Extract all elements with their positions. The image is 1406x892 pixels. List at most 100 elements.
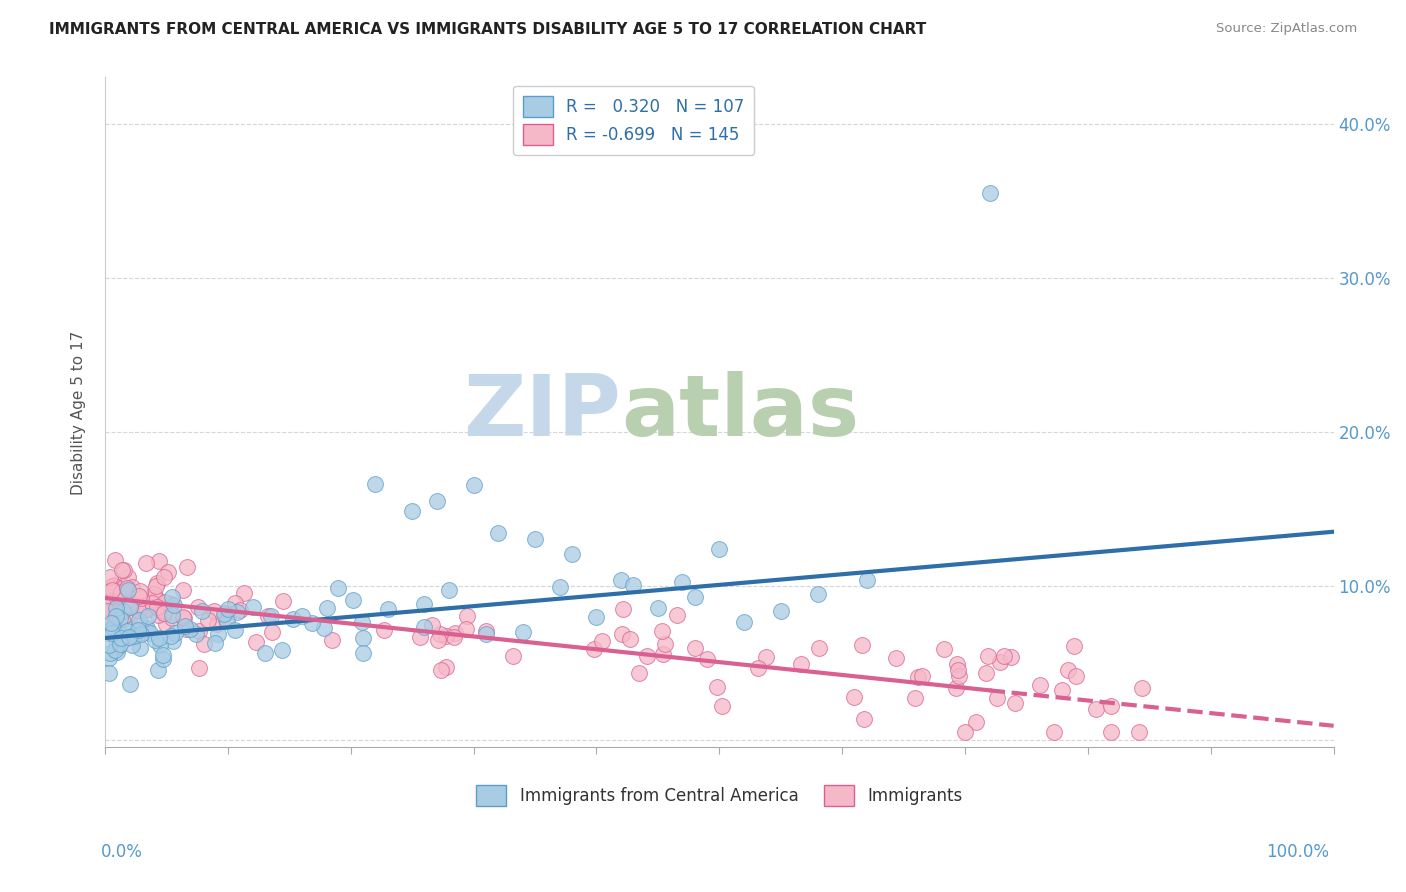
Point (619, 632, 641, 647)
Point (204, 636, 226, 650)
Point (444, 626, 467, 640)
Point (108, 611, 131, 625)
Point (174, 619, 197, 633)
Point (1064, 669, 1087, 683)
Point (163, 625, 186, 640)
Point (127, 603, 149, 617)
Point (101, 583, 124, 598)
Point (953, 725, 976, 739)
Point (612, 626, 634, 640)
Point (96, 600, 118, 615)
Point (136, 601, 159, 615)
Point (486, 526, 509, 541)
Text: atlas: atlas (621, 371, 859, 454)
Point (96, 604, 118, 618)
Point (145, 592, 167, 607)
Point (156, 565, 179, 579)
Point (107, 645, 129, 659)
Point (842, 690, 865, 704)
Point (107, 635, 129, 649)
Point (117, 631, 139, 645)
Point (456, 609, 478, 624)
Point (172, 610, 194, 624)
Point (97, 666, 120, 681)
Point (214, 607, 236, 621)
Point (135, 556, 157, 570)
Point (110, 628, 132, 642)
Point (103, 618, 125, 632)
Point (108, 638, 131, 652)
Point (111, 604, 134, 618)
Point (1084, 702, 1107, 716)
Point (187, 599, 209, 614)
Point (145, 579, 167, 593)
Point (214, 607, 236, 621)
Point (148, 663, 170, 677)
Point (98, 590, 121, 604)
Point (152, 604, 174, 618)
Point (257, 609, 280, 624)
Point (97, 624, 120, 638)
Point (1057, 664, 1080, 678)
Point (636, 649, 658, 664)
Point (103, 643, 125, 657)
Point (232, 586, 254, 600)
Point (145, 600, 167, 615)
Point (988, 655, 1011, 669)
Point (948, 669, 970, 683)
Point (188, 661, 211, 675)
Point (651, 624, 673, 639)
Point (301, 616, 323, 631)
Point (443, 630, 465, 644)
Point (105, 608, 128, 623)
Point (128, 613, 150, 627)
Point (160, 591, 183, 605)
Point (101, 621, 124, 635)
Point (420, 618, 443, 632)
Text: Source: ZipAtlas.com: Source: ZipAtlas.com (1216, 22, 1357, 36)
Point (808, 641, 831, 656)
Point (434, 660, 457, 674)
Point (977, 648, 1000, 663)
Point (191, 603, 214, 617)
Point (328, 581, 350, 595)
Point (98, 646, 121, 660)
Point (314, 621, 336, 635)
Point (103, 579, 125, 593)
Point (110, 585, 132, 599)
Point (162, 634, 184, 648)
Legend: Immigrants from Central America, Immigrants: Immigrants from Central America, Immigra… (470, 778, 969, 813)
Point (107, 605, 129, 619)
Point (162, 607, 184, 622)
Point (135, 622, 157, 636)
Point (215, 615, 238, 629)
Point (855, 573, 877, 587)
Point (118, 608, 141, 623)
Point (683, 640, 706, 655)
Point (139, 625, 162, 640)
Point (129, 626, 152, 640)
Point (107, 606, 129, 620)
Point (290, 608, 312, 623)
Point (112, 563, 135, 577)
Point (454, 622, 477, 636)
Point (152, 648, 174, 662)
Point (98, 597, 121, 611)
Point (97, 638, 120, 652)
Point (671, 575, 693, 590)
Point (120, 677, 142, 691)
Point (696, 652, 718, 666)
Point (434, 630, 457, 644)
Point (202, 604, 225, 618)
Point (155, 617, 177, 632)
Point (1099, 699, 1122, 714)
Point (401, 503, 423, 517)
Point (96, 615, 118, 629)
Point (851, 638, 873, 652)
Point (176, 560, 198, 574)
Point (153, 607, 176, 621)
Point (224, 596, 246, 610)
Point (884, 650, 907, 665)
Point (176, 623, 198, 637)
Point (97, 651, 120, 665)
